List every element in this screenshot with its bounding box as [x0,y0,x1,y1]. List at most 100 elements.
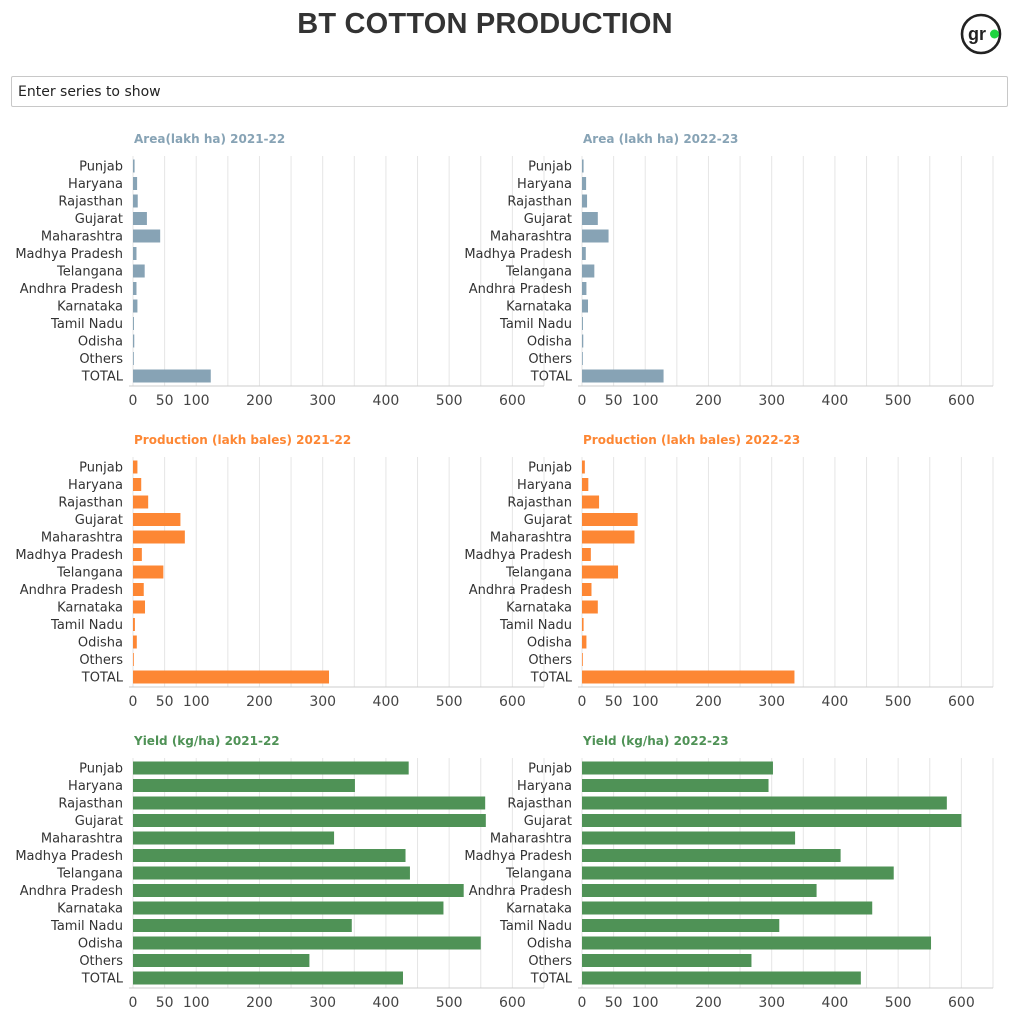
x-tick-label: 400 [373,995,400,1011]
bar [582,849,841,862]
category-label: Karnataka [506,902,572,917]
bar [133,600,146,614]
category-label: Karnataka [57,902,123,917]
bar [133,317,134,330]
category-label: Tamil Nadu [499,317,572,332]
category-label: Others [528,653,572,668]
category-label: Odisha [78,636,123,651]
logo-text: gr [968,24,986,44]
category-label: Maharashtra [490,230,572,245]
category-label: Tamil Nadu [499,618,572,633]
x-tick-label: 500 [436,995,463,1011]
category-label: Andhra Pradesh [469,884,572,899]
bar [582,565,619,579]
x-tick-label: 300 [309,694,336,710]
x-tick-label: 0 [129,995,138,1011]
logo-accent-dot [990,29,999,39]
x-tick-label: 50 [605,694,623,710]
bar [133,264,145,278]
category-label: Telangana [56,265,123,280]
bar [133,229,161,243]
category-label: Haryana [68,177,123,192]
logo-ring [960,13,1002,55]
x-tick-label: 50 [156,995,174,1011]
x-tick-label: 200 [695,393,722,409]
series-search-input[interactable] [11,76,1008,107]
bar [133,212,147,225]
category-label: Gujarat [75,212,123,227]
bar [133,849,406,862]
bar [582,779,769,792]
category-label: TOTAL [530,671,573,686]
category-label: Haryana [68,779,123,794]
category-label: Gujarat [524,513,572,528]
x-tick-label: 400 [822,995,849,1011]
category-label: Tamil Nadu [499,919,572,934]
chart-panel: Area(lakh ha) 2021-22 Punjab Haryana Rajast… [15,132,545,409]
bar [133,618,135,631]
bar [133,282,137,295]
category-label: Odisha [527,636,572,651]
chart-panel: Area (lakh ha) 2022-23 Punjab Haryana Rajas… [464,132,994,409]
category-label: Tamil Nadu [50,919,123,934]
bar [133,919,352,932]
category-label: Madhya Pradesh [464,247,572,262]
x-tick-label: 400 [373,393,400,409]
category-label: Andhra Pradesh [469,282,572,297]
category-label: Madhya Pradesh [15,247,123,262]
category-label: Others [79,352,123,367]
bar [582,352,583,365]
category-label: Others [528,954,572,969]
bar [582,583,592,596]
bar [133,530,185,544]
x-tick-label: 0 [129,694,138,710]
chart-panel: Yield (kg/ha) 2021-22 Punjab Haryana Rajast… [15,734,545,1011]
bar [133,369,211,383]
category-label: Rajasthan [507,496,572,511]
bar [133,548,142,561]
bar [582,478,589,491]
x-tick-label: 0 [129,393,138,409]
category-label: Odisha [78,335,123,350]
bar [582,229,609,243]
bar [582,600,598,614]
category-label: TOTAL [81,972,124,987]
page-title: BT COTTON PRODUCTION [297,8,673,40]
x-tick-label: 0 [578,694,587,710]
bar [133,831,335,845]
x-tick-label: 0 [578,995,587,1011]
x-tick-label: 500 [885,393,912,409]
bar [133,299,138,313]
category-label: Madhya Pradesh [15,849,123,864]
category-label: Tamil Nadu [50,618,123,633]
bar [582,954,752,967]
x-tick-label: 50 [156,694,174,710]
category-label: Telangana [505,867,572,882]
category-label: Rajasthan [507,797,572,812]
x-tick-label: 50 [605,393,623,409]
x-tick-label: 600 [948,995,975,1011]
bar [582,866,894,880]
bar [582,919,780,932]
x-tick-label: 600 [948,694,975,710]
category-label: TOTAL [81,370,124,385]
bar [133,635,137,649]
category-label: Karnataka [57,601,123,616]
bar [582,548,591,561]
bar [133,194,138,208]
bar [582,369,664,383]
bar [133,565,164,579]
bar [133,495,149,509]
bar [582,334,584,348]
category-label: Rajasthan [507,195,572,210]
category-label: Karnataka [506,300,572,315]
chart-title: Area(lakh ha) 2021-22 [134,132,285,146]
bar [133,177,138,190]
chart-title: Yield (kg/ha) 2021-22 [133,734,280,748]
bar [582,971,861,985]
category-label: Rajasthan [58,496,123,511]
charts-grid: Area(lakh ha) 2021-22 Punjab Haryana Rajast… [0,120,1020,1020]
bar [133,936,481,950]
x-tick-label: 100 [183,393,210,409]
category-label: Gujarat [524,212,572,227]
